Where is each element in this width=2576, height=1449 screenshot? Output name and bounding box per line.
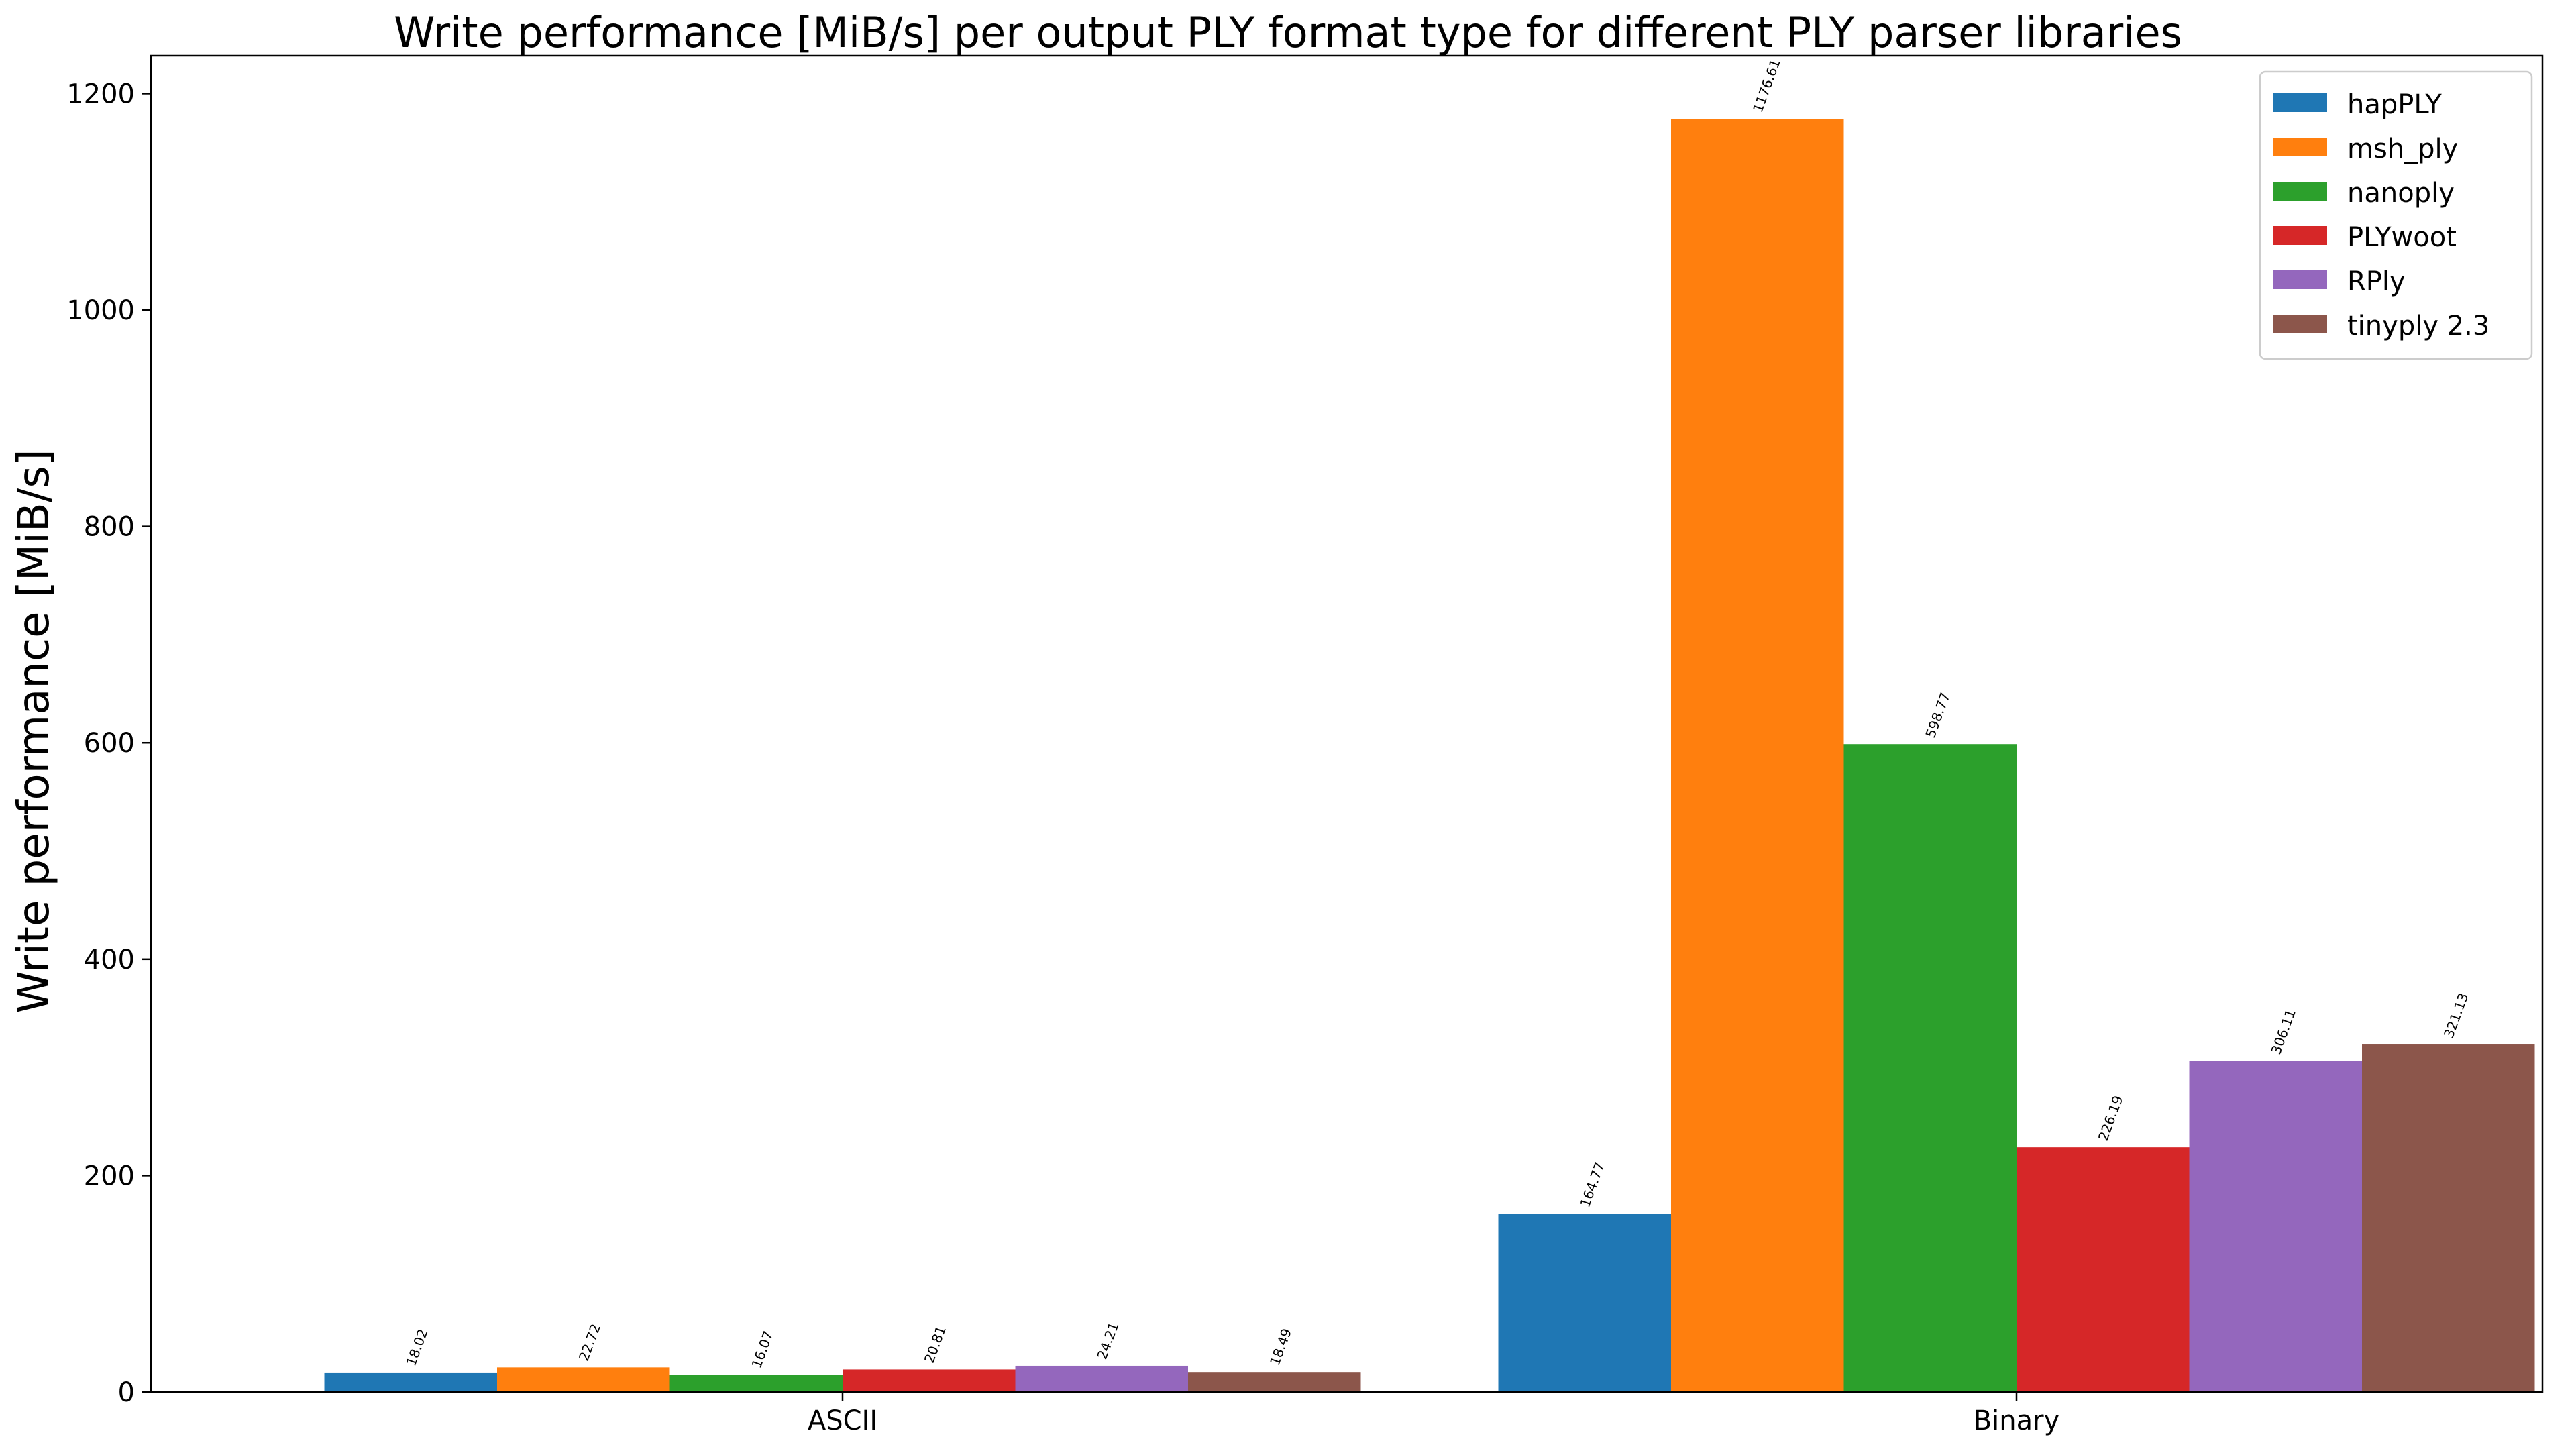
y-tick-label-1000: 1000 [66, 295, 135, 326]
chart-title: Write performance [MiB/s] per output PLY… [394, 8, 2182, 57]
bar-nanoply-binary [1843, 744, 2017, 1392]
legend-swatch-tinyply-2-3 [2273, 315, 2327, 333]
y-tick-label-0: 0 [118, 1377, 135, 1408]
data-label-rply-ascii: 24.21 [1093, 1320, 1122, 1362]
bar-happly-ascii [324, 1372, 497, 1392]
y-tick-label-400: 400 [84, 945, 135, 975]
bar-tinyply-2-3-binary [2362, 1044, 2535, 1392]
data-label-nanoply-binary: 598.77 [1922, 690, 1953, 740]
y-axis: 0 200 400 600 800 1000 1200 [66, 78, 151, 1408]
plot-frame [150, 54, 2544, 1393]
bar-rply-binary [2189, 1061, 2362, 1392]
legend-box [2259, 70, 2533, 360]
bars-group [324, 119, 2535, 1393]
data-label-tinyply-2-3-binary: 321.13 [2440, 991, 2471, 1040]
bar-plywoot-binary [2017, 1147, 2190, 1392]
legend-swatch-plywoot [2273, 226, 2327, 245]
x-axis: ASCII Binary [808, 1392, 2059, 1436]
y-axis-label: Write performance [MiB/s] [9, 449, 59, 1013]
legend-label-tinyply-2-3: tinyply 2.3 [2347, 311, 2489, 341]
legend-label-rply: RPly [2347, 266, 2406, 297]
data-label-nanoply-ascii: 16.07 [748, 1329, 776, 1371]
legend-label-msh-ply: msh_ply [2347, 133, 2458, 164]
data-label-rply-binary: 306.11 [2267, 1007, 2298, 1057]
data-label-plywoot-ascii: 20.81 [921, 1324, 949, 1365]
y-tick-label-600: 600 [84, 728, 135, 759]
bar-msh-ply-binary [1671, 119, 1844, 1393]
data-label-happly-binary: 164.77 [1576, 1160, 1607, 1210]
legend-label-plywoot: PLYwoot [2347, 222, 2457, 253]
data-label-happly-ascii: 18.02 [402, 1327, 431, 1368]
data-label-msh-ply-binary: 1176.61 [1750, 57, 1784, 115]
bar-tinyply-2-3-ascii [1188, 1372, 1361, 1392]
bar-rply-ascii [1015, 1365, 1188, 1392]
data-label-tinyply-2-3-ascii: 18.49 [1267, 1326, 1295, 1368]
legend-swatch-happly [2273, 93, 2327, 112]
legend-swatch-msh-ply [2273, 138, 2327, 156]
bar-plywoot-ascii [843, 1369, 1016, 1392]
x-tick-label-binary: Binary [1974, 1405, 2060, 1436]
legend-label-nanoply: nanoply [2347, 178, 2455, 209]
x-tick-label-ascii: ASCII [808, 1405, 877, 1436]
y-tick-label-800: 800 [84, 512, 135, 543]
legend-swatch-nanoply [2273, 182, 2327, 201]
bar-happly-binary [1498, 1214, 1671, 1392]
y-tick-label-1200: 1200 [66, 78, 135, 109]
data-label-plywoot-binary: 226.19 [2095, 1093, 2126, 1143]
bar-nanoply-ascii [669, 1375, 843, 1392]
data-label-msh-ply-ascii: 22.72 [576, 1322, 604, 1363]
legend-swatch-rply [2273, 270, 2327, 289]
y-tick-label-200: 200 [84, 1161, 135, 1191]
legend-label-happly: hapPLY [2347, 89, 2442, 120]
bar-msh-ply-ascii [497, 1367, 670, 1392]
